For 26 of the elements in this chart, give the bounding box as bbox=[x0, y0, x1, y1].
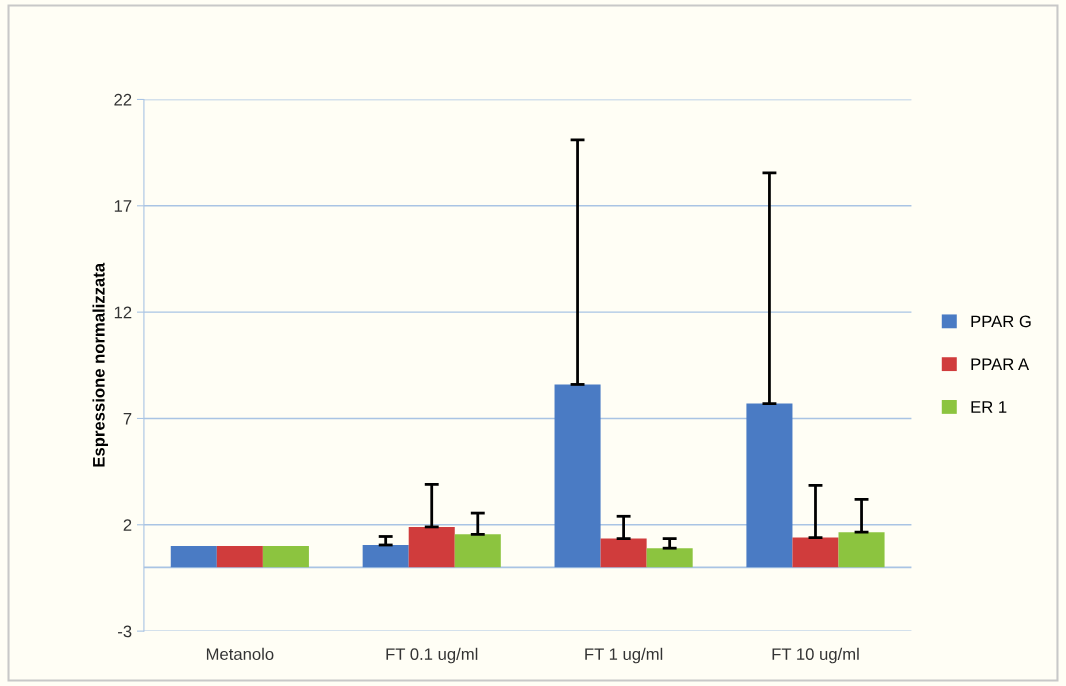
legend-label: PPAR G bbox=[971, 315, 1031, 328]
bar bbox=[362, 544, 409, 568]
y-tick-label: 17 bbox=[114, 200, 132, 212]
bar bbox=[408, 526, 455, 568]
y-tick-label: 2 bbox=[123, 519, 132, 531]
y-tick-label: 22 bbox=[114, 93, 132, 106]
x-tick-label: FT 1 ug/ml bbox=[585, 647, 663, 664]
x-tick-label: FT 10 ug/ml bbox=[772, 647, 859, 664]
bar bbox=[646, 548, 693, 568]
bar bbox=[170, 546, 217, 568]
bar bbox=[454, 534, 501, 568]
x-tick-label: Metanolo bbox=[206, 647, 274, 661]
bar bbox=[600, 538, 647, 568]
bar bbox=[262, 546, 309, 568]
legend-label: ER 1 bbox=[971, 401, 1007, 413]
y-tick-label: 12 bbox=[114, 306, 132, 319]
bar bbox=[216, 546, 263, 568]
bar bbox=[746, 403, 793, 568]
y-tick-label: 7 bbox=[123, 413, 132, 425]
legend-label: PPAR A bbox=[971, 358, 1030, 370]
bar bbox=[792, 537, 839, 568]
bar bbox=[838, 532, 885, 568]
bar bbox=[554, 384, 601, 568]
y-tick-label: -3 bbox=[118, 625, 132, 638]
x-tick-label: FT 0.1 ug/ml bbox=[386, 647, 478, 664]
y-axis-title: Espressione normalizzata bbox=[92, 262, 109, 467]
